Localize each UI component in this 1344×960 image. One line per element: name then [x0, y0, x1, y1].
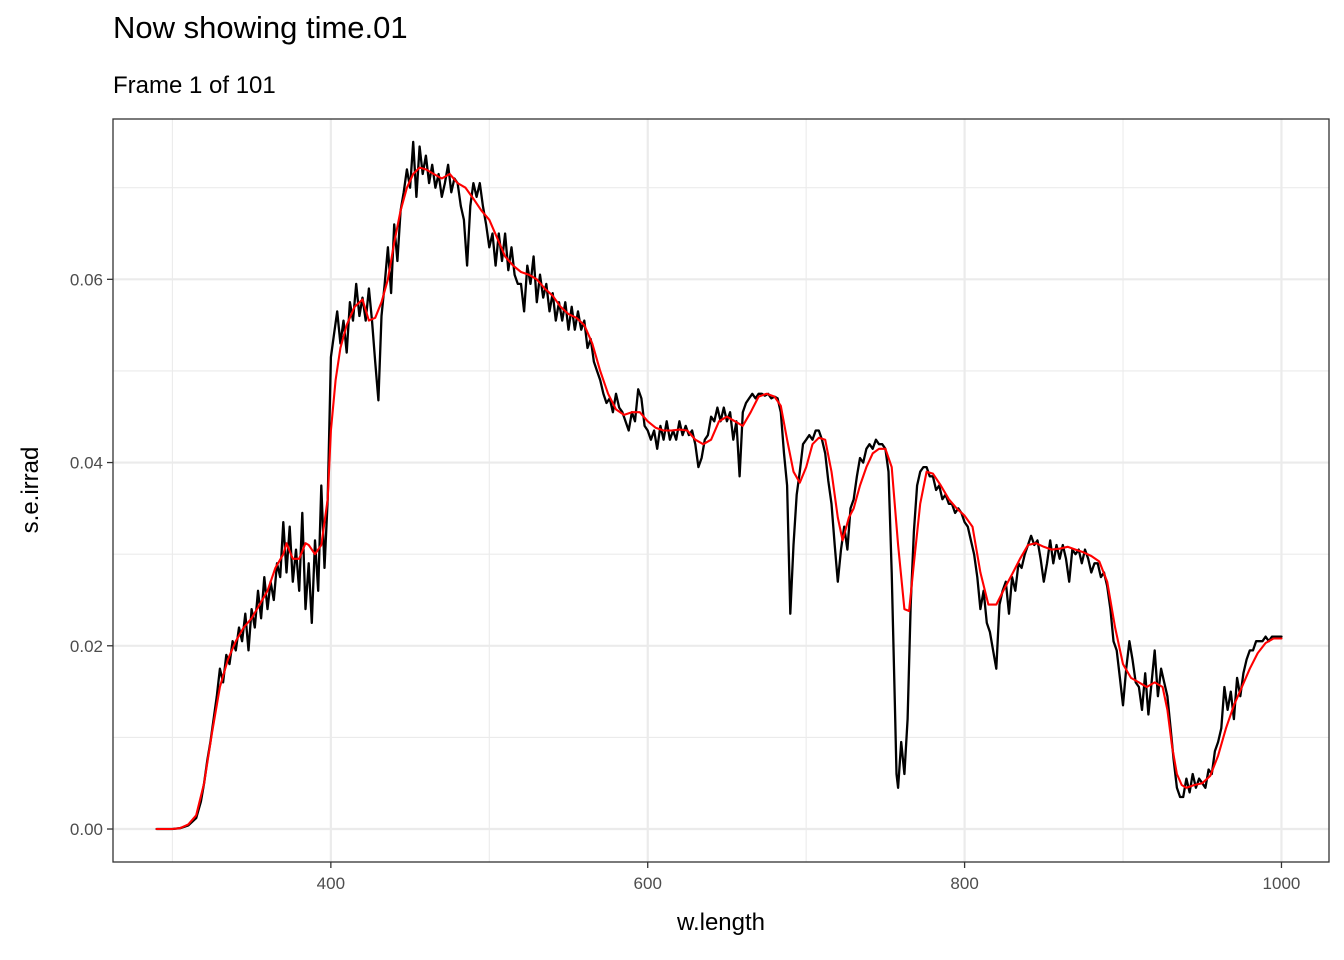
plot-border [112, 118, 1330, 863]
major-gridlines [113, 119, 1329, 862]
y-tick-label: 0.00 [70, 820, 103, 839]
y-tick-label: 0.02 [70, 637, 103, 656]
series-line-2 [155, 166, 1283, 831]
x-axis: 400 600 800 1000 [317, 862, 1301, 893]
y-tick-label: 0.06 [70, 270, 103, 289]
y-axis-title: s.e.irrad [17, 447, 44, 534]
series-line-1 [155, 140, 1283, 831]
x-tick-label: 400 [317, 874, 345, 893]
x-axis-title: w.length [676, 909, 765, 936]
series-layer [155, 140, 1283, 831]
chart-subtitle: Frame 1 of 101 [113, 72, 276, 99]
x-tick-label: 800 [950, 874, 978, 893]
x-tick-label: 1000 [1263, 874, 1301, 893]
plot-panel [113, 119, 1329, 862]
chart-title: Now showing time.01 [113, 10, 408, 45]
x-tick-label: 600 [634, 874, 662, 893]
y-tick-label: 0.04 [70, 454, 103, 473]
y-axis: 0.00 0.02 0.04 0.06 [70, 270, 113, 839]
